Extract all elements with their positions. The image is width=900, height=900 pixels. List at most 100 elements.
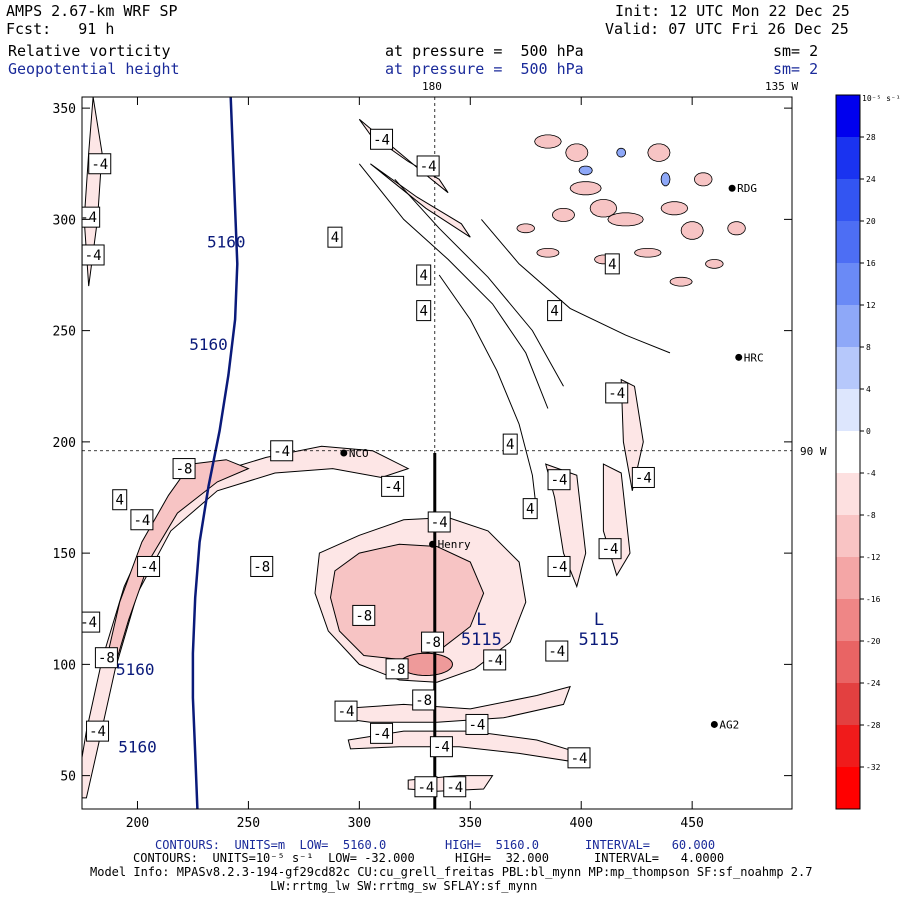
colorbar-swatch	[836, 641, 860, 683]
vort-label-frame	[270, 440, 294, 462]
vort-noise-0	[534, 134, 562, 149]
colorbar-level: -32	[866, 763, 881, 772]
vort-label: -8	[176, 462, 193, 478]
vort-label-frame	[82, 206, 101, 228]
vort-label-box: -8	[412, 689, 436, 711]
vort-label-box: -8	[94, 647, 118, 669]
colorbar-swatch	[836, 725, 860, 767]
model-info-physics: LW:rrtmg_lw SW:rrtmg_sw SFLAY:sf_mynn	[270, 879, 538, 893]
vort-label: 4	[506, 437, 514, 453]
height-contour-high: HIGH= 5160.0	[445, 838, 539, 852]
vort-label: -8	[415, 693, 432, 709]
vort-label: -4	[433, 740, 450, 756]
height-contour-info: CONTOURS: UNITS=m LOW= 5160.0	[155, 838, 387, 852]
colorbar-level: 12	[866, 301, 876, 310]
vort-label-box: 4	[416, 300, 432, 322]
field2-level: at pressure = 500 hPa	[385, 60, 584, 78]
station-label: NCO	[349, 447, 369, 460]
height-label: 5160	[118, 738, 157, 757]
field1-level: at pressure = 500 hPa	[385, 42, 584, 60]
vort-label-box: 4	[416, 264, 432, 286]
vort-label-frame	[598, 538, 622, 560]
field1-name: Relative vorticity	[8, 42, 171, 60]
colorbar-level: -20	[866, 637, 881, 646]
vort-label-box: -4	[370, 128, 394, 150]
field1-smooth: sm= 2	[773, 42, 819, 60]
vort-label-box: -8	[421, 631, 445, 653]
height-label: 5160	[189, 335, 228, 354]
low-symbol: L	[594, 610, 604, 630]
station-marker	[340, 449, 348, 457]
init-time: Init: 12 UTC Mon 22 Dec 25	[615, 2, 850, 20]
vort-label: -4	[608, 386, 625, 402]
colorbar-level: -24	[866, 679, 881, 688]
height-label: 5160	[207, 233, 246, 252]
vort-label: -4	[551, 473, 568, 489]
vort-label: -4	[338, 704, 355, 720]
vort-label-box: 4	[327, 226, 343, 248]
colorbar-swatch	[836, 683, 860, 725]
low-value: 5115	[461, 630, 502, 650]
vort-label-frame	[370, 128, 394, 150]
x-tick-label: 250	[237, 816, 260, 831]
y-tick-label: 200	[53, 436, 76, 451]
vort-label-frame	[130, 509, 154, 531]
vort-label-box: -4	[567, 747, 591, 769]
vort-noise-13	[727, 221, 746, 236]
vort-label: -4	[469, 717, 486, 733]
vort-label: -4	[420, 159, 437, 175]
colorbar-swatch	[836, 221, 860, 263]
field2-smooth: sm= 2	[773, 60, 819, 78]
station-marker	[429, 540, 437, 548]
vort-label-box: -4	[130, 509, 154, 531]
vort-label-box: -8	[385, 658, 409, 680]
vort-label: -8	[424, 635, 441, 651]
vort-label: -4	[89, 724, 106, 740]
vort-label-frame	[416, 264, 432, 286]
vort-label-box: -4	[429, 736, 453, 758]
vort-label-frame	[421, 631, 445, 653]
vort-label-frame	[137, 555, 161, 577]
vort-label-box: -8	[172, 458, 196, 480]
vort-noise-8	[680, 221, 704, 240]
vort-label-box: -4	[545, 640, 569, 662]
height-contour-5160	[191, 97, 239, 809]
vort-neg4-streak-2	[620, 378, 644, 491]
vort-noise-1	[565, 143, 589, 162]
colorbar-swatch	[836, 515, 860, 557]
vort-label: -4	[635, 470, 652, 486]
colorbar-frame	[835, 94, 861, 810]
vort-label-box: -4	[547, 469, 571, 491]
lon-135w-label: 135 W	[765, 80, 799, 93]
vort-label: 4	[526, 502, 534, 518]
vort-label-frame	[370, 722, 394, 744]
y-tick-label: 250	[53, 325, 76, 340]
y-tick-label: 150	[53, 547, 76, 562]
colorbar-swatch	[836, 95, 860, 137]
station-marker	[735, 353, 743, 361]
vort-label-box: -4	[443, 776, 467, 798]
vort-label-box: -4	[381, 475, 405, 497]
vort-label-frame	[352, 604, 376, 626]
vort-pos4-contour-1	[394, 178, 564, 387]
vort-label: -4	[431, 515, 448, 531]
vort-label-box: -4	[82, 206, 101, 228]
vort-label-frame	[443, 776, 467, 798]
vort-label: 4	[116, 493, 124, 509]
vort-noise-14	[516, 223, 536, 234]
vort-label-frame	[88, 153, 112, 175]
colorbar-level: -8	[866, 511, 876, 520]
colorbar-level: 28	[866, 133, 876, 142]
vort-label-box: 4	[547, 300, 563, 322]
colorbar-swatch	[836, 599, 860, 641]
vort-label: -4	[80, 615, 97, 631]
vort-label-frame	[327, 226, 343, 248]
vort-neg4-streak-4	[370, 163, 471, 238]
lon-180-label: 180	[422, 80, 442, 93]
vort-label-frame	[605, 382, 629, 404]
vort-label-box: 4	[604, 253, 620, 275]
vort-pos4-contour-3	[481, 219, 671, 354]
vort-label: -8	[98, 651, 115, 667]
vort-label-frame	[416, 300, 432, 322]
